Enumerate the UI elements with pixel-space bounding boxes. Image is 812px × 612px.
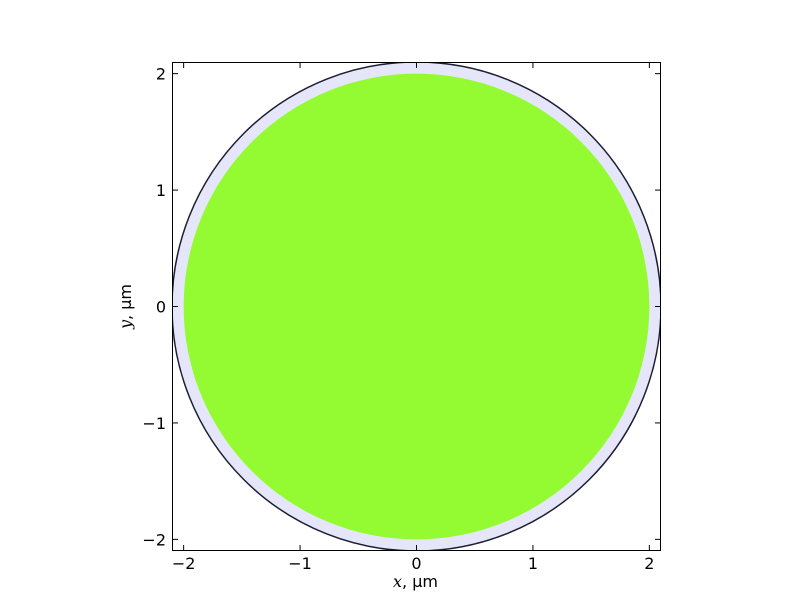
x-tick-label: −1	[288, 554, 312, 573]
y-tick-label: −2	[142, 530, 166, 549]
axis-ticks	[172, 62, 661, 551]
y-tick-label: 2	[156, 65, 166, 84]
y-axis-label-var: y	[116, 319, 135, 330]
plot-shapes	[172, 62, 661, 551]
x-axis-label: x, μm	[393, 572, 438, 591]
y-tick-label: 0	[156, 298, 166, 317]
x-axis-label-unit: , μm	[402, 572, 438, 591]
y-tick-label: −1	[142, 414, 166, 433]
x-tick-label: −2	[172, 554, 196, 573]
y-axis-label: y, μm	[116, 284, 135, 330]
x-tick-label: 0	[411, 554, 421, 573]
y-tick-label: 1	[156, 181, 166, 200]
x-tick-label: 2	[644, 554, 654, 573]
x-tick-labels: −2 −1 0 1 2	[172, 554, 655, 573]
x-axis-label-var: x	[393, 572, 402, 591]
inner-core-circle	[183, 73, 650, 540]
y-tick-labels: −2 −1 0 1 2	[142, 65, 166, 550]
x-tick-label: 1	[528, 554, 538, 573]
y-axis-label-unit: , μm	[116, 284, 135, 320]
